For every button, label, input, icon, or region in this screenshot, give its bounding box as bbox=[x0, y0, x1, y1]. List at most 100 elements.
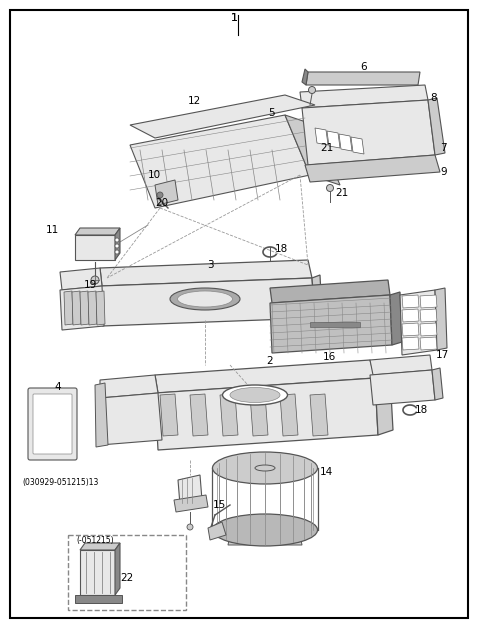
Ellipse shape bbox=[213, 514, 317, 546]
Polygon shape bbox=[80, 291, 89, 325]
Polygon shape bbox=[100, 375, 158, 398]
Polygon shape bbox=[115, 543, 120, 595]
Text: 9: 9 bbox=[440, 167, 446, 177]
Polygon shape bbox=[64, 291, 73, 325]
Polygon shape bbox=[370, 370, 435, 405]
Bar bbox=[310, 322, 360, 327]
Polygon shape bbox=[95, 383, 108, 447]
Polygon shape bbox=[155, 378, 378, 450]
Text: 10: 10 bbox=[148, 170, 161, 180]
Polygon shape bbox=[302, 69, 308, 85]
Polygon shape bbox=[270, 280, 390, 303]
Polygon shape bbox=[375, 375, 393, 435]
Polygon shape bbox=[100, 278, 315, 326]
Text: 5: 5 bbox=[268, 108, 275, 118]
Polygon shape bbox=[155, 360, 375, 393]
Text: 14: 14 bbox=[320, 467, 333, 477]
Circle shape bbox=[115, 244, 119, 248]
Ellipse shape bbox=[178, 291, 232, 307]
Polygon shape bbox=[250, 394, 268, 436]
Text: 20: 20 bbox=[155, 198, 168, 208]
Polygon shape bbox=[302, 100, 435, 165]
Ellipse shape bbox=[230, 388, 280, 402]
Polygon shape bbox=[351, 137, 364, 154]
Polygon shape bbox=[60, 268, 102, 290]
Ellipse shape bbox=[170, 288, 240, 310]
Ellipse shape bbox=[223, 385, 288, 405]
Text: 4: 4 bbox=[54, 382, 60, 392]
Text: 7: 7 bbox=[440, 143, 446, 153]
Polygon shape bbox=[155, 180, 178, 205]
FancyBboxPatch shape bbox=[33, 394, 72, 454]
Circle shape bbox=[187, 524, 193, 530]
Text: 1: 1 bbox=[230, 13, 238, 23]
Polygon shape bbox=[75, 228, 120, 235]
Polygon shape bbox=[270, 295, 392, 353]
FancyBboxPatch shape bbox=[68, 535, 186, 610]
Text: 15: 15 bbox=[213, 500, 226, 510]
Polygon shape bbox=[339, 134, 352, 151]
Polygon shape bbox=[75, 595, 122, 603]
Polygon shape bbox=[310, 394, 328, 436]
Text: 21: 21 bbox=[320, 143, 333, 153]
Text: (030929-051215)13: (030929-051215)13 bbox=[22, 478, 98, 487]
Polygon shape bbox=[305, 155, 440, 182]
Polygon shape bbox=[285, 115, 340, 185]
Polygon shape bbox=[75, 235, 115, 260]
Text: 22: 22 bbox=[120, 573, 133, 583]
Polygon shape bbox=[178, 475, 202, 505]
Polygon shape bbox=[174, 495, 208, 512]
Text: 8: 8 bbox=[430, 93, 437, 103]
Text: 12: 12 bbox=[188, 96, 201, 106]
Polygon shape bbox=[327, 131, 340, 148]
FancyBboxPatch shape bbox=[28, 388, 77, 460]
Polygon shape bbox=[115, 228, 120, 260]
Polygon shape bbox=[400, 290, 437, 355]
Text: 16: 16 bbox=[323, 352, 336, 362]
Polygon shape bbox=[100, 393, 162, 445]
Text: 17: 17 bbox=[436, 350, 449, 360]
Polygon shape bbox=[88, 291, 97, 325]
Polygon shape bbox=[402, 295, 419, 308]
Polygon shape bbox=[402, 337, 419, 350]
Polygon shape bbox=[315, 128, 328, 145]
Polygon shape bbox=[96, 291, 105, 325]
Text: 3: 3 bbox=[207, 260, 214, 270]
Polygon shape bbox=[432, 368, 443, 400]
Polygon shape bbox=[220, 394, 238, 436]
Polygon shape bbox=[390, 292, 402, 345]
Text: 19: 19 bbox=[84, 280, 97, 290]
Polygon shape bbox=[402, 323, 419, 336]
Polygon shape bbox=[60, 286, 104, 330]
Polygon shape bbox=[420, 309, 437, 322]
Polygon shape bbox=[402, 309, 419, 322]
Polygon shape bbox=[72, 291, 81, 325]
Polygon shape bbox=[190, 394, 208, 436]
Polygon shape bbox=[208, 522, 226, 540]
Polygon shape bbox=[130, 115, 310, 208]
Text: 6: 6 bbox=[360, 62, 367, 72]
Polygon shape bbox=[100, 260, 312, 286]
Text: 11: 11 bbox=[46, 225, 59, 235]
Polygon shape bbox=[160, 394, 178, 436]
Text: 18: 18 bbox=[275, 244, 288, 254]
Polygon shape bbox=[420, 295, 437, 308]
Circle shape bbox=[157, 192, 163, 198]
Ellipse shape bbox=[213, 452, 317, 484]
Circle shape bbox=[326, 184, 334, 191]
Text: 1: 1 bbox=[230, 13, 238, 23]
Circle shape bbox=[115, 250, 119, 254]
Text: 21: 21 bbox=[335, 188, 348, 198]
Polygon shape bbox=[420, 323, 437, 336]
Polygon shape bbox=[80, 550, 115, 595]
Polygon shape bbox=[280, 394, 298, 436]
Text: 2: 2 bbox=[266, 356, 273, 366]
Polygon shape bbox=[228, 535, 302, 545]
Circle shape bbox=[309, 86, 315, 94]
Polygon shape bbox=[312, 275, 322, 318]
Polygon shape bbox=[420, 337, 437, 350]
Polygon shape bbox=[300, 85, 428, 108]
Circle shape bbox=[91, 276, 99, 284]
Polygon shape bbox=[306, 72, 420, 85]
Text: 18: 18 bbox=[415, 405, 428, 415]
